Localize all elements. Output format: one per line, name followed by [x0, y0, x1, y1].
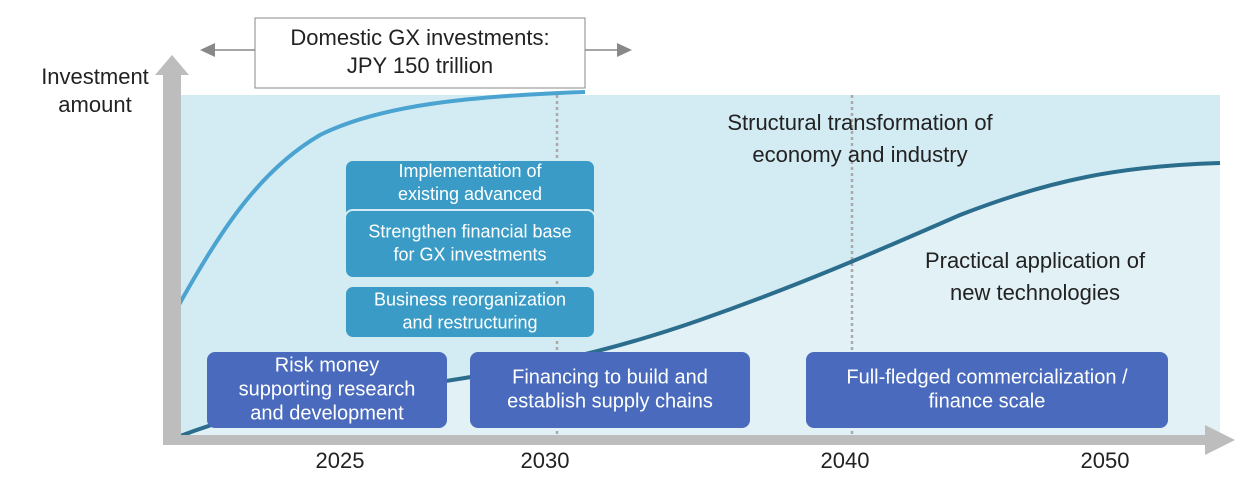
teal-box: Strengthen financial base for GX investme… [344, 209, 596, 279]
region-label: economy and industry [752, 142, 967, 167]
axis-label: amount [58, 92, 131, 117]
box-text: JPY 150 trillion [347, 53, 493, 78]
blue-box: Full-fledged commercialization /finance … [806, 352, 1168, 428]
box-text: Business reorganization [374, 289, 566, 309]
year-label: 2025 [316, 448, 365, 473]
box-text: supporting research [239, 378, 416, 400]
year-label: 2030 [521, 448, 570, 473]
box-bg [344, 209, 596, 279]
box-text: existing advanced [398, 184, 542, 204]
box-text: Financing to build and [512, 366, 708, 388]
box-text: for GX investments [393, 244, 546, 264]
box-bg [806, 352, 1168, 428]
box-text: Domestic GX investments: [290, 25, 549, 50]
layer: Domestic GX investments: JPY 150 trillion… [41, 25, 1168, 475]
box-text: Strengthen financial base [368, 221, 571, 241]
axis-label: Investment [41, 64, 149, 89]
box-text: and development [250, 402, 404, 424]
light-curve [173, 90, 586, 313]
year-bg [810, 446, 880, 475]
box-text: Risk money [275, 354, 379, 376]
year-label: 2040 [821, 448, 870, 473]
teal-box: Business reorganization and restructuring [344, 285, 596, 339]
arrow-head [617, 43, 632, 57]
region-label: Structural transformation of [727, 110, 993, 135]
investment-box [254, 17, 586, 89]
y-axis-arrow [155, 55, 189, 445]
box-bg [344, 285, 596, 339]
box-bg [207, 352, 447, 428]
box-text: finance scale [929, 390, 1046, 412]
region-label: new technologies [950, 280, 1120, 305]
year-bg [510, 446, 580, 475]
box-text: Implementation of [398, 161, 542, 181]
arrow-head [200, 43, 215, 57]
year-bg [305, 446, 375, 475]
region-label: Practical application of [925, 248, 1146, 273]
year-label: 2050 [1081, 448, 1130, 473]
box-text: Full-fledged commercialization / [846, 366, 1128, 388]
box-text: and restructuring [402, 312, 537, 332]
year-bg [1070, 446, 1140, 475]
x-axis-arrow [163, 425, 1235, 455]
box-bg [470, 352, 750, 428]
box-text: establish supply chains [507, 390, 713, 412]
